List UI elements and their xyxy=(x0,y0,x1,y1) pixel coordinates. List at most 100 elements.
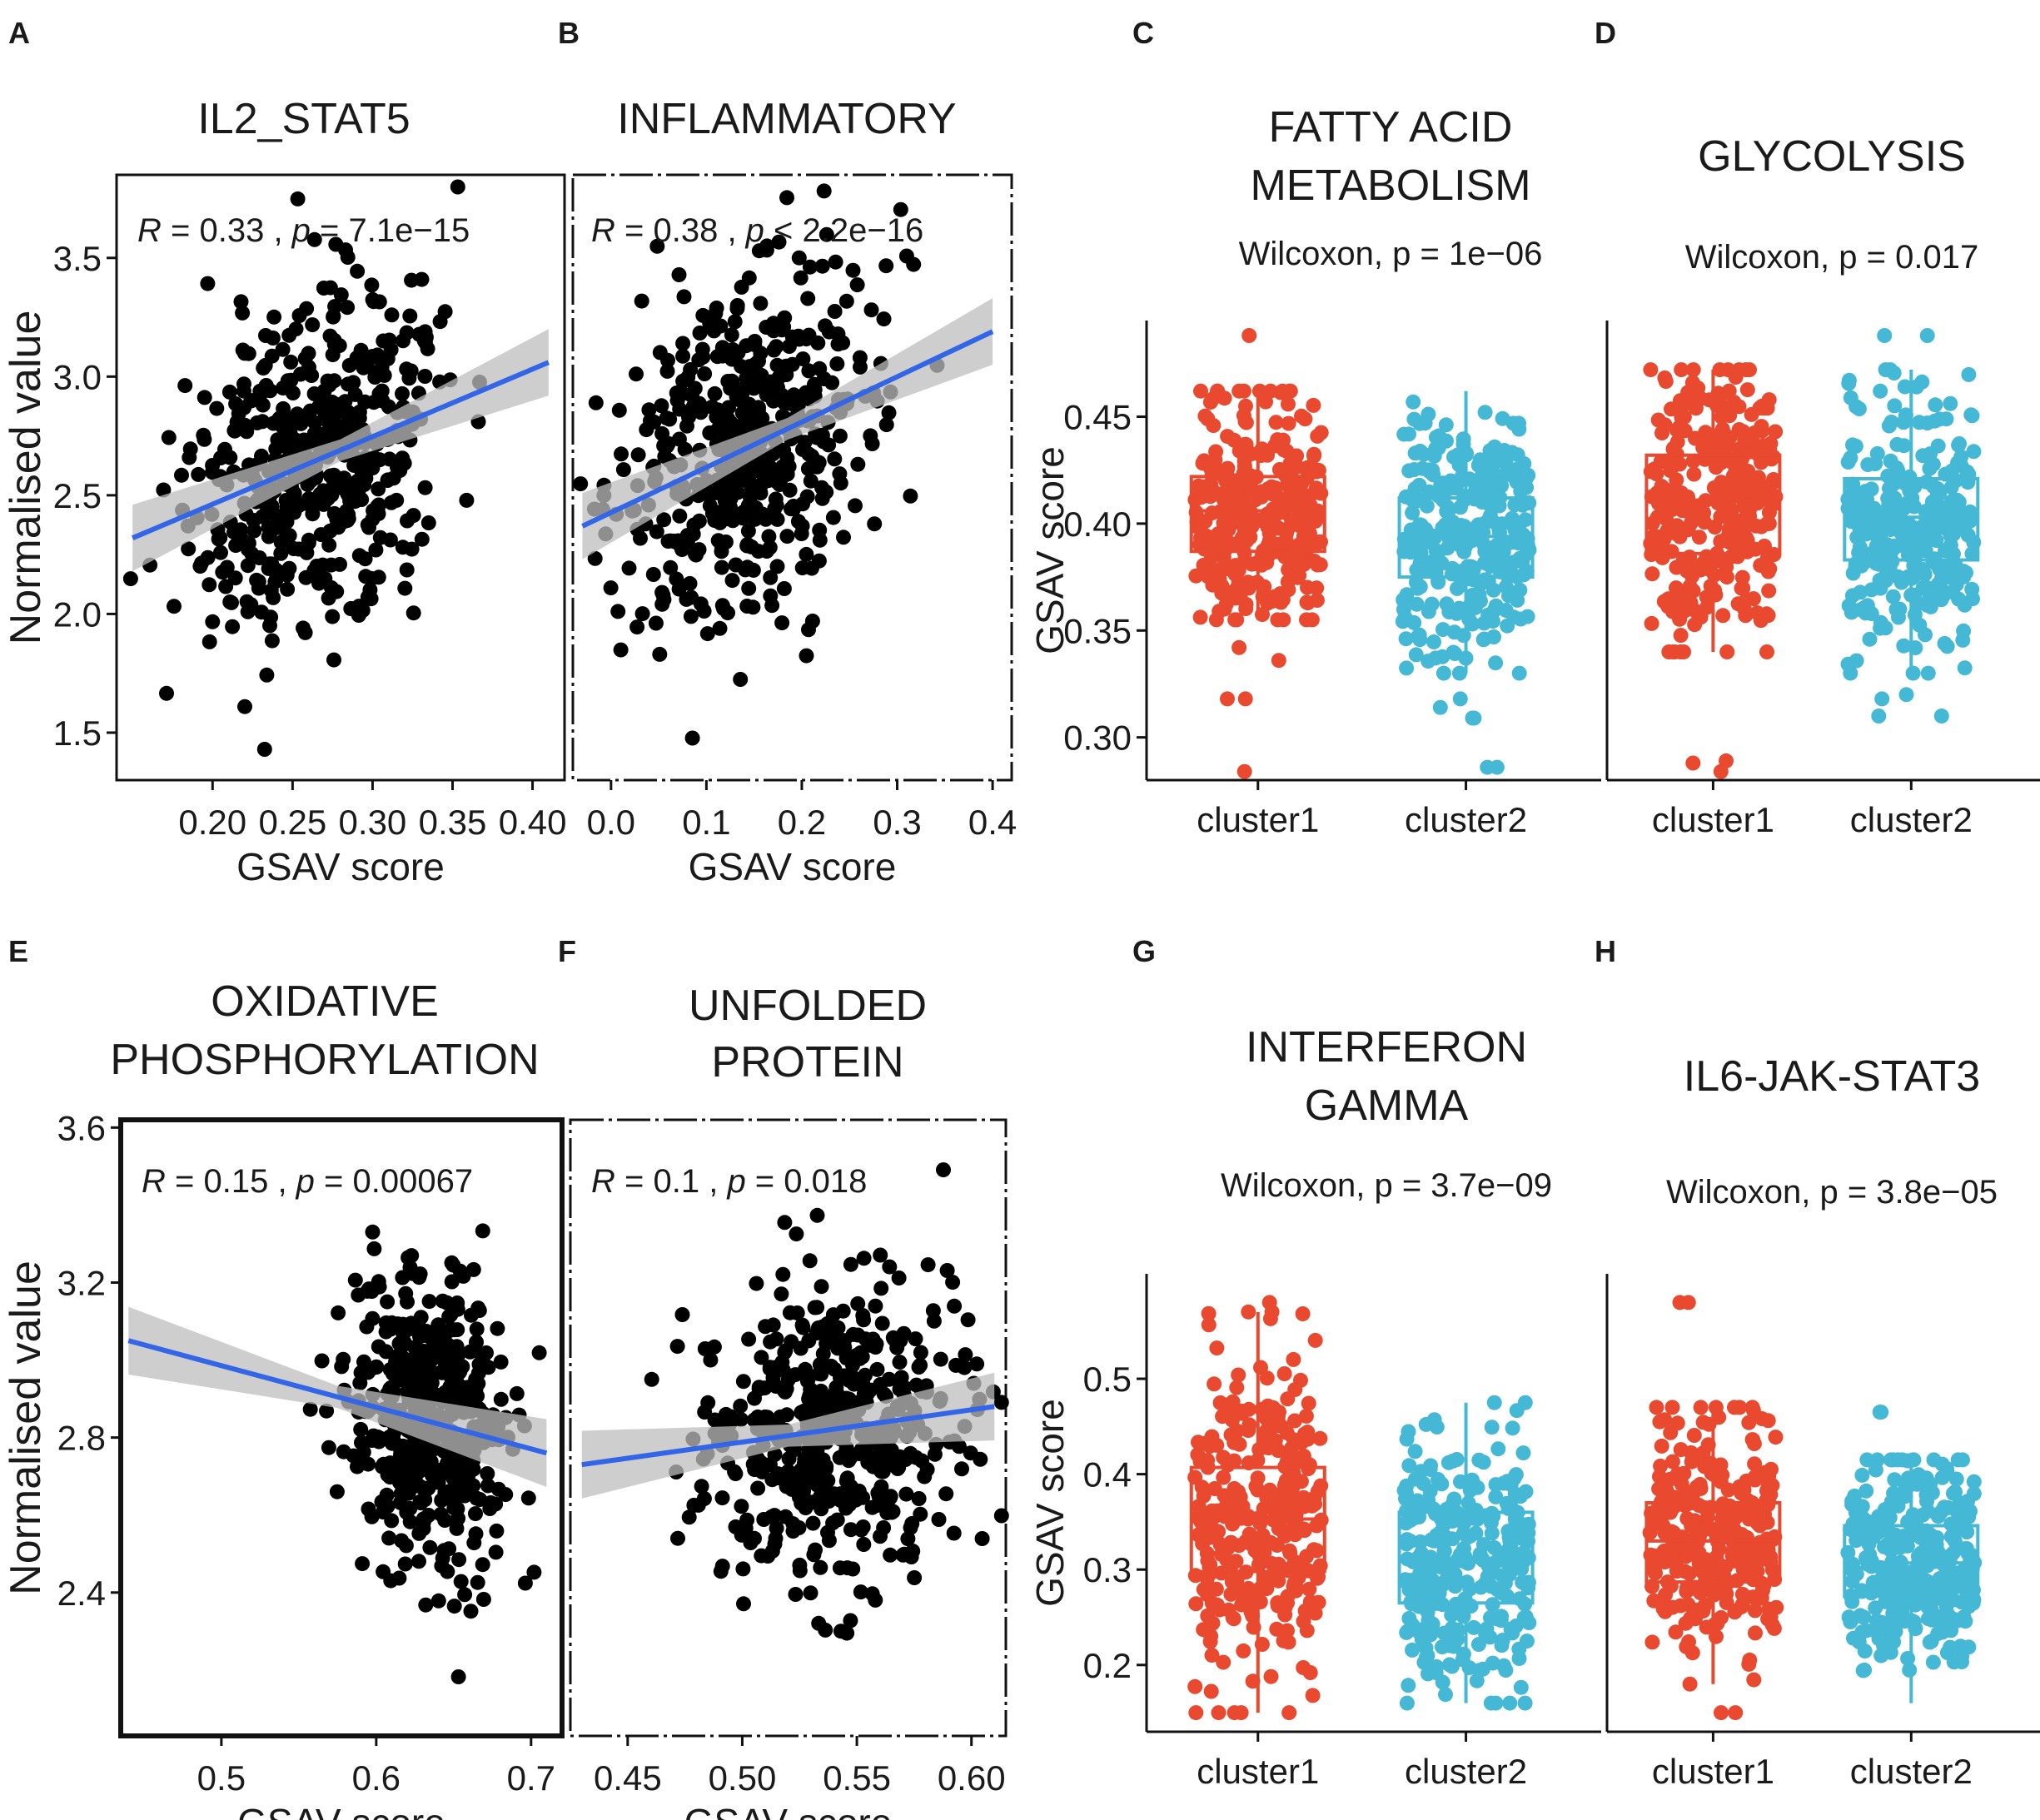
data-point xyxy=(174,467,189,483)
outlier-point xyxy=(1714,1705,1729,1721)
panel-title: UNFOLDED xyxy=(689,982,927,1030)
data-point xyxy=(254,604,270,620)
data-point xyxy=(1455,431,1471,447)
data-point xyxy=(1918,627,1933,643)
data-point xyxy=(1408,647,1424,663)
data-point xyxy=(475,1592,491,1607)
data-point xyxy=(1280,1595,1295,1611)
data-point xyxy=(263,524,279,540)
data-point xyxy=(805,1515,821,1531)
data-point xyxy=(1480,512,1496,528)
data-point xyxy=(1488,1489,1504,1504)
data-point xyxy=(1674,1476,1689,1492)
data-point xyxy=(707,1412,723,1428)
data-point xyxy=(779,529,795,545)
stat-r-label: R xyxy=(137,212,162,249)
data-point xyxy=(1685,362,1701,378)
data-point xyxy=(1216,1654,1231,1670)
data-point xyxy=(1301,1395,1316,1411)
data-point xyxy=(648,615,664,631)
data-point xyxy=(1438,517,1453,533)
x-tick-label: 0.55 xyxy=(823,1758,891,1798)
data-point xyxy=(867,516,883,532)
data-point xyxy=(301,532,316,548)
data-point xyxy=(1500,618,1515,634)
data-point xyxy=(774,615,790,631)
data-point xyxy=(774,1286,789,1302)
data-point xyxy=(196,427,211,443)
data-point xyxy=(221,384,237,400)
data-point xyxy=(285,385,301,400)
data-point xyxy=(1271,1573,1286,1589)
data-point xyxy=(371,294,387,310)
data-point xyxy=(1682,1676,1698,1692)
data-point xyxy=(761,529,777,545)
data-point xyxy=(1944,463,1959,479)
data-point xyxy=(893,1380,908,1395)
data-point xyxy=(286,541,301,556)
data-point xyxy=(808,1542,823,1558)
data-point xyxy=(1247,492,1263,508)
data-point xyxy=(883,1547,898,1563)
data-point xyxy=(1460,1508,1475,1524)
data-point xyxy=(763,1334,779,1350)
data-point xyxy=(1847,1488,1863,1504)
data-point xyxy=(1889,436,1905,452)
data-point xyxy=(1467,599,1483,615)
data-point xyxy=(341,357,357,373)
data-point xyxy=(351,548,367,564)
data-point xyxy=(674,1307,690,1322)
data-point xyxy=(271,410,287,426)
data-point xyxy=(614,446,629,462)
data-point xyxy=(1759,644,1774,659)
data-point xyxy=(1922,1634,1938,1650)
data-point xyxy=(654,596,670,612)
data-point xyxy=(307,415,323,430)
data-point xyxy=(1519,1634,1535,1649)
data-point xyxy=(1719,1595,1734,1610)
data-point xyxy=(1254,1637,1270,1652)
data-point xyxy=(1507,1486,1523,1502)
wilcoxon-stat: Wilcoxon, p = 1e−06 xyxy=(1239,236,1543,272)
data-point xyxy=(763,588,779,604)
correlation-stat: R = 0.15 , p = 0.00067 xyxy=(142,1163,473,1200)
data-point xyxy=(1287,1413,1302,1429)
data-point xyxy=(786,499,801,514)
data-point xyxy=(791,250,807,266)
data-point xyxy=(1412,443,1428,459)
data-point xyxy=(1854,1583,1869,1599)
data-point xyxy=(259,667,275,683)
data-point xyxy=(380,472,396,488)
data-point xyxy=(1490,1582,1505,1598)
data-point xyxy=(769,1520,784,1536)
data-point xyxy=(753,296,769,311)
data-point xyxy=(326,308,341,324)
data-point xyxy=(759,320,774,335)
data-point xyxy=(883,1489,898,1504)
data-point xyxy=(451,1481,467,1497)
outlier-point xyxy=(1465,710,1480,726)
data-point xyxy=(1277,1607,1293,1623)
data-point xyxy=(371,481,386,497)
data-point xyxy=(670,1530,685,1546)
data-point xyxy=(1732,1400,1748,1415)
data-point xyxy=(1476,555,1492,571)
data-point xyxy=(1478,1508,1494,1524)
data-point xyxy=(1467,520,1482,536)
data-point xyxy=(1190,1447,1206,1463)
data-point xyxy=(1418,1416,1434,1432)
stat-p-value: = 0.00067 xyxy=(315,1163,473,1200)
data-point xyxy=(1849,507,1865,523)
data-point xyxy=(1227,612,1243,628)
data-point xyxy=(1867,1583,1883,1599)
data-point xyxy=(1246,1584,1262,1599)
data-point xyxy=(634,293,649,309)
data-point xyxy=(1883,415,1899,430)
data-point xyxy=(820,1473,836,1489)
data-point xyxy=(692,326,708,341)
panel-title: PHOSPHORYLATION xyxy=(110,1036,539,1084)
data-point xyxy=(1899,1480,1914,1496)
data-point xyxy=(1738,608,1754,624)
data-point xyxy=(329,511,345,527)
